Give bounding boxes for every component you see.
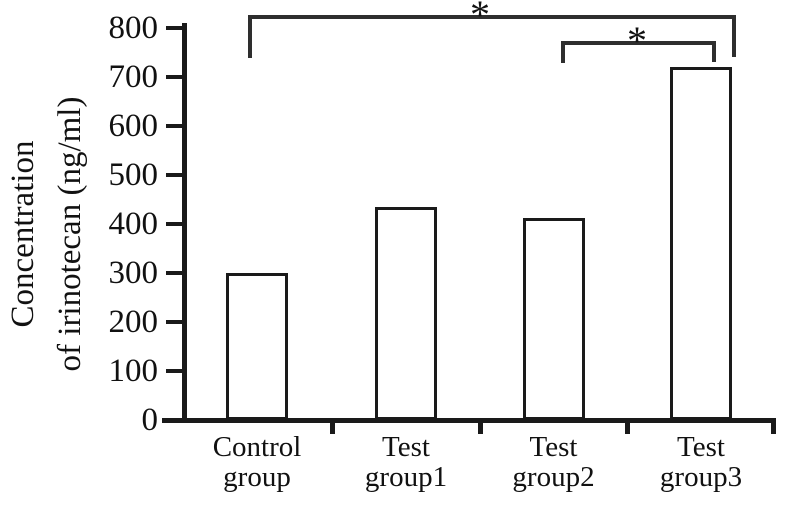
bracket-1-right-drop <box>712 41 716 62</box>
bar-test-group3 <box>670 67 732 420</box>
x-category-label-test-group2: Test group2 <box>469 432 639 492</box>
x-category-label-line2: group1 <box>364 461 448 493</box>
y-tick-700 <box>166 75 182 79</box>
x-category-label-line1: Control <box>212 431 302 463</box>
y-tick-label-200: 200 <box>108 304 159 340</box>
x-tick-3 <box>771 418 776 434</box>
y-tick-label-300: 300 <box>108 255 159 291</box>
bar-test-group1 <box>375 206 437 420</box>
x-category-label-line2: group2 <box>512 461 595 493</box>
y-tick-400 <box>166 222 182 226</box>
x-category-label-line2: group3 <box>659 461 743 493</box>
y-tick-300 <box>166 271 182 275</box>
x-axis-line <box>162 418 776 423</box>
y-axis-line <box>182 23 187 423</box>
bar-control-group <box>226 273 288 420</box>
x-category-label-test-group1: Test group1 <box>321 432 491 492</box>
y-tick-label-0: 0 <box>141 402 159 438</box>
x-category-label-line2: group <box>223 461 291 493</box>
x-category-label-line1: Test <box>529 431 578 463</box>
significance-asterisk-1: * <box>627 18 647 63</box>
x-tick-2 <box>625 418 630 434</box>
y-tick-label-700: 700 <box>108 59 159 95</box>
bar-test-group2 <box>522 217 585 420</box>
bracket-0-right-drop <box>732 15 736 57</box>
bracket-1-horizontal <box>561 41 716 45</box>
x-tick-0 <box>330 418 335 434</box>
y-tick-500 <box>166 173 182 177</box>
x-tick-1 <box>478 418 483 434</box>
y-tick-label-800: 800 <box>108 10 159 46</box>
x-category-label-line1: Test <box>677 431 725 463</box>
y-tick-200 <box>166 320 182 324</box>
bracket-1-left-drop <box>561 41 565 63</box>
significance-asterisk-0: * <box>470 0 490 37</box>
bracket-0-left-drop <box>248 15 252 58</box>
bracket-0-horizontal <box>248 15 736 19</box>
y-tick-label-600: 600 <box>108 108 159 144</box>
x-category-label-line1: Test <box>382 431 430 463</box>
x-category-label-test-group3: Test group3 <box>616 432 786 492</box>
y-tick-100 <box>166 369 182 373</box>
x-category-label-control-group: Control group <box>172 432 342 492</box>
y-axis-title-line1: Concentration <box>5 140 41 328</box>
y-tick-600 <box>166 124 182 128</box>
y-tick-label-400: 400 <box>108 206 159 242</box>
y-tick-800 <box>166 26 182 30</box>
y-tick-label-100: 100 <box>108 353 159 389</box>
y-tick-label-500: 500 <box>108 157 159 193</box>
